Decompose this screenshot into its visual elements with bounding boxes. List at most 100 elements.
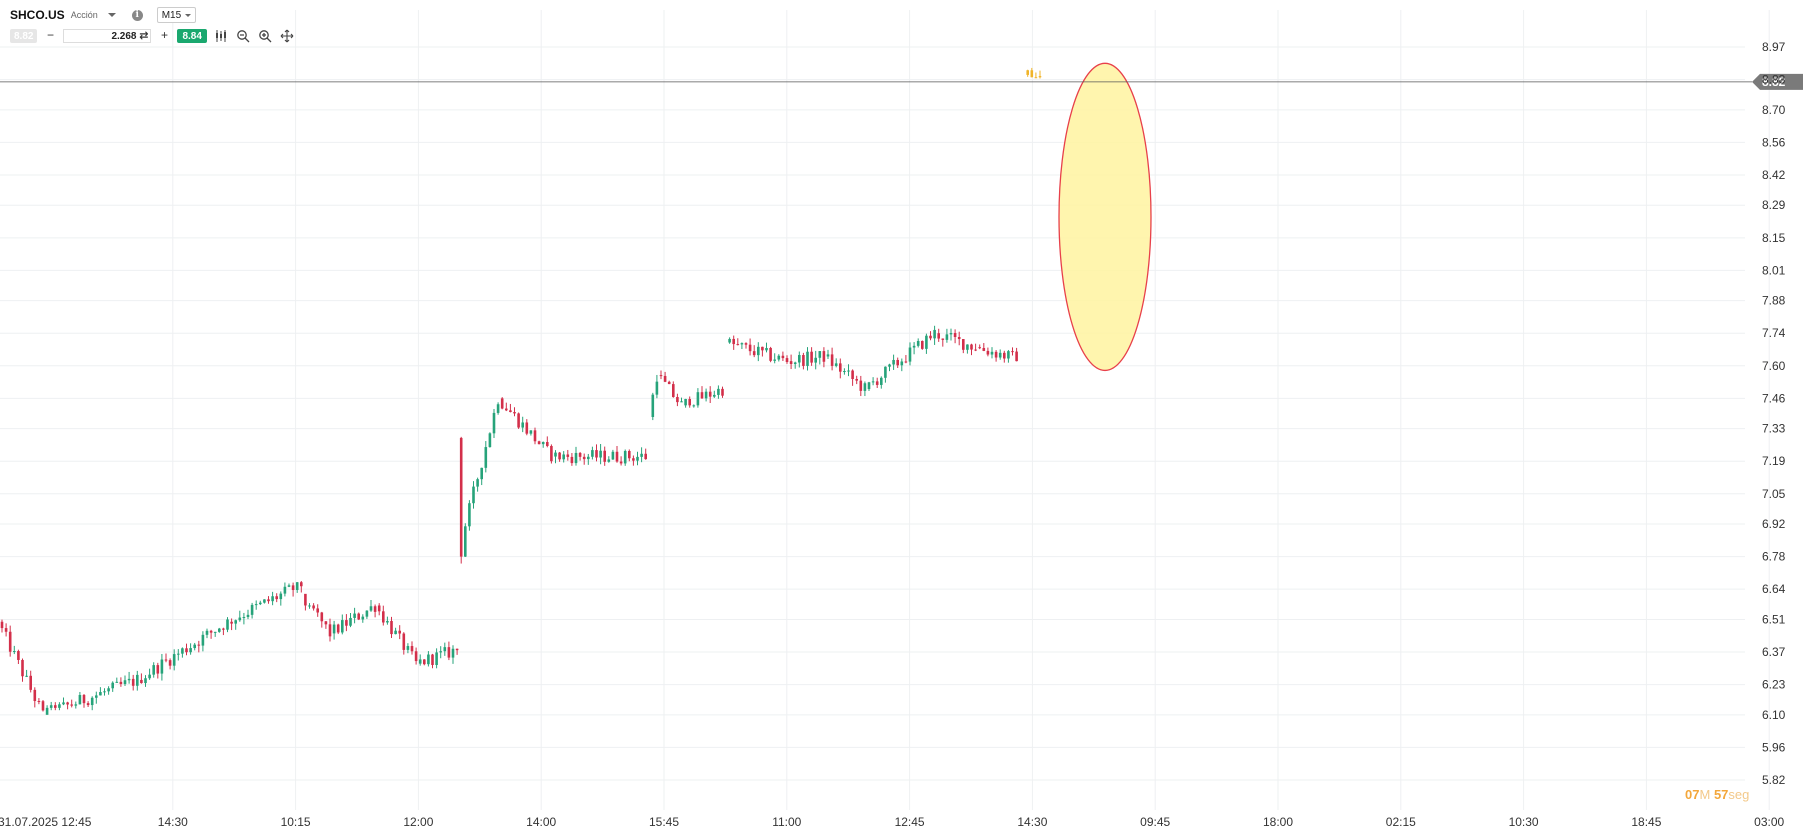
candle-body xyxy=(789,361,793,365)
candle-body xyxy=(418,659,422,664)
candle-body xyxy=(611,451,615,460)
candle-body xyxy=(345,620,348,626)
candle-body xyxy=(488,433,492,448)
candle-body xyxy=(382,611,385,623)
candle-body xyxy=(728,338,731,343)
candle-body xyxy=(752,351,756,356)
buy-button[interactable]: 8.84 xyxy=(177,29,207,43)
candle-body xyxy=(49,705,53,708)
candle-body xyxy=(447,647,451,658)
candle-body xyxy=(875,381,879,385)
countdown-minutes-unit: M xyxy=(1699,787,1711,802)
candle-body xyxy=(279,593,283,600)
candle-body xyxy=(684,398,687,406)
increase-quantity-button[interactable]: + xyxy=(160,28,168,42)
candle-body xyxy=(254,604,258,606)
candle-body xyxy=(696,392,700,406)
candlestick-icon[interactable] xyxy=(213,28,229,44)
candle-body xyxy=(226,619,229,630)
candle-body xyxy=(793,362,797,365)
x-tick-label: 10:30 xyxy=(1509,815,1539,829)
candle-body xyxy=(295,582,299,591)
countdown-seconds-unit: seg xyxy=(1728,787,1750,802)
candle-body xyxy=(275,596,278,600)
zoom-in-icon[interactable] xyxy=(257,28,273,44)
chevron-down-icon[interactable] xyxy=(107,13,116,17)
candle-body xyxy=(994,351,998,358)
candle-body xyxy=(990,351,994,355)
candle-body xyxy=(1015,351,1018,362)
highlight-ellipse-shape xyxy=(1058,62,1152,372)
candle-body xyxy=(941,338,945,340)
candle-body xyxy=(37,701,41,703)
candle-body xyxy=(659,375,663,377)
candle-body xyxy=(1011,351,1014,353)
candle-body xyxy=(45,707,49,715)
candle-body xyxy=(607,459,611,462)
y-tick-label: 8.83 xyxy=(1762,73,1786,87)
candle-body xyxy=(640,453,643,457)
candle-body xyxy=(550,445,553,462)
candle-body xyxy=(663,375,667,382)
candle-body xyxy=(308,605,311,607)
candle-body xyxy=(599,450,602,458)
candle-body xyxy=(213,631,217,633)
candle-body xyxy=(818,351,822,358)
x-tick-label: 15:45 xyxy=(649,815,679,829)
candle-body xyxy=(152,665,155,675)
candle-body xyxy=(966,344,969,350)
candle-body xyxy=(365,610,369,617)
candle-body xyxy=(131,678,135,686)
candle-body xyxy=(855,378,858,381)
candle-body xyxy=(234,620,237,624)
candles xyxy=(0,67,1042,715)
candle-body xyxy=(582,456,586,460)
candle-body xyxy=(136,674,139,686)
candle-body xyxy=(242,616,246,618)
candle-body xyxy=(156,665,160,674)
candle-body xyxy=(406,646,410,650)
x-tick-label: 31.07.2025 12:45 xyxy=(0,815,92,829)
candle-body xyxy=(896,359,899,366)
candle-body xyxy=(888,364,891,367)
zoom-out-icon[interactable] xyxy=(235,28,251,44)
info-icon[interactable]: i xyxy=(131,9,143,21)
timeframe-select[interactable]: M15 xyxy=(156,7,197,23)
quantity-input[interactable]: 2.268 ⇄ xyxy=(63,29,152,43)
candle-body xyxy=(390,620,393,635)
candle-body xyxy=(826,354,830,357)
candle-body xyxy=(615,451,619,462)
sell-button[interactable]: 8.82 xyxy=(10,29,38,43)
candle-body xyxy=(672,384,675,397)
candle-body xyxy=(713,394,716,397)
candle-body xyxy=(505,408,508,411)
candle-body xyxy=(554,452,557,457)
candle-body xyxy=(628,450,631,459)
candle-body xyxy=(937,333,940,339)
candle-body xyxy=(651,394,655,417)
y-tick-label: 6.64 xyxy=(1762,582,1786,596)
y-tick-label: 7.74 xyxy=(1762,326,1786,340)
decrease-quantity-button[interactable]: − xyxy=(46,28,54,42)
candle-body xyxy=(509,410,512,413)
y-tick-label: 8.29 xyxy=(1762,198,1786,212)
candle-body xyxy=(680,401,683,403)
candle-body xyxy=(484,447,488,468)
y-tick-label: 6.51 xyxy=(1762,612,1786,626)
candle-body xyxy=(58,704,61,708)
trade-bar: 8.82 − 2.268 ⇄ + 8.84 xyxy=(10,28,295,44)
candle-body xyxy=(822,351,826,362)
candle-body xyxy=(636,456,639,461)
swap-icon[interactable]: ⇄ xyxy=(139,30,149,42)
candle-body xyxy=(974,349,977,351)
candle-body xyxy=(667,381,671,385)
move-icon[interactable] xyxy=(279,28,295,44)
candle-body xyxy=(62,702,65,705)
candle-body xyxy=(427,654,430,665)
candle-body xyxy=(740,343,744,345)
chevron-down-icon xyxy=(185,13,192,17)
candle-body xyxy=(168,660,172,666)
candle-body xyxy=(1038,76,1042,78)
candle-body xyxy=(623,450,627,464)
